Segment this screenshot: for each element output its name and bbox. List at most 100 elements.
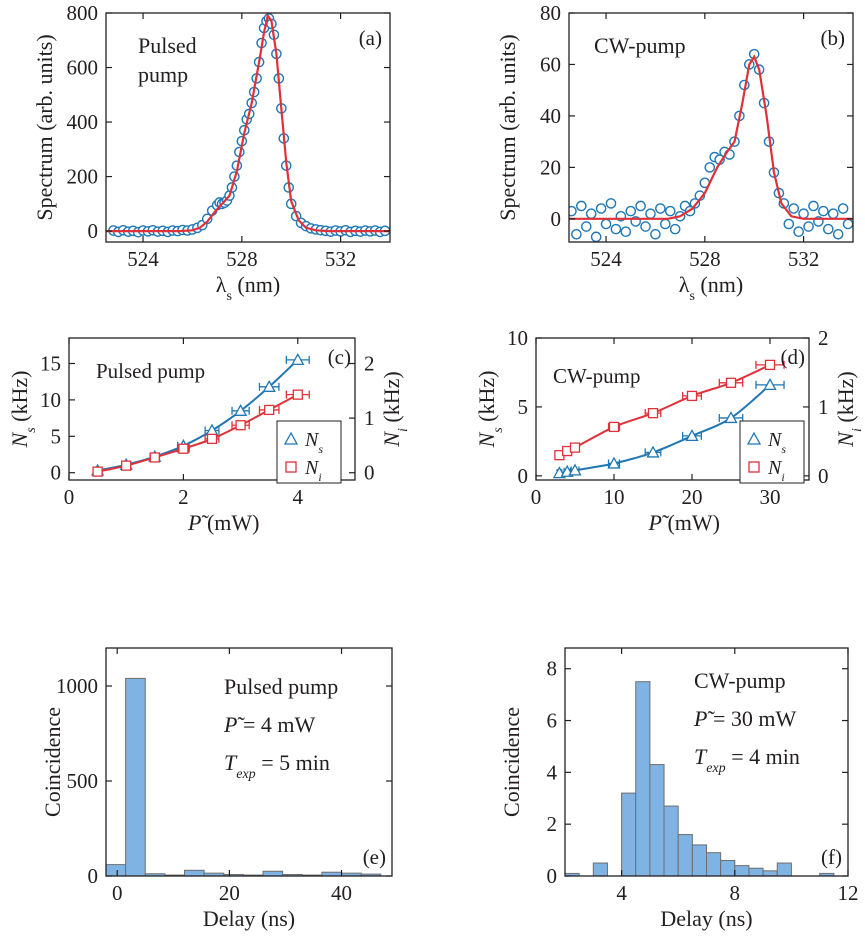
panel-b-data-point	[605, 198, 617, 209]
panel-c-marker-Ni	[292, 389, 303, 400]
panel-f-bar	[621, 792, 637, 876]
panel-b-ylabel: Spectrum (arb. units)	[495, 34, 520, 220]
panel-a-title-line1: Pulsed	[138, 33, 197, 58]
panel-e-ytick-label: 500	[67, 769, 99, 793]
panel-c-legend-marker	[283, 431, 299, 445]
panel-c-ytick-label: 15	[40, 351, 61, 375]
panel-f-bar	[819, 872, 835, 876]
panel-c-xtick-label: 2	[178, 485, 189, 509]
panel-c-y2label: Ni (kHz)	[379, 371, 411, 447]
panel-a-fit-line	[106, 13, 390, 233]
panel-f-annotation-title: CW-pump	[694, 668, 786, 693]
panel-d-marker-Ns	[724, 411, 738, 424]
panel-e-xtick-label: 0	[112, 881, 123, 905]
panel-e-xlabel: Delay (ns)	[203, 906, 295, 931]
panel-b-data-point	[669, 223, 681, 235]
panel-a-panel-label: (a)	[359, 26, 382, 50]
panel-b-xtick-label: 532	[788, 247, 820, 271]
panel-b-data-point	[704, 162, 716, 173]
panel-f-plot-area	[565, 681, 835, 876]
panel-b-data-point	[827, 208, 839, 219]
panel-c-marker-Ns	[262, 379, 276, 392]
panel-d-marker-Ni	[764, 359, 776, 371]
panel-e-xtick-label: 40	[331, 881, 352, 905]
panel-d-legend-marker	[746, 431, 762, 445]
panel-f-bar	[776, 862, 792, 876]
panel-d-ytick-label: 5	[518, 395, 529, 419]
panel-e-ytick-label: 0	[88, 864, 99, 888]
panel-d-xtick-label: 10	[604, 485, 625, 509]
panel-f-bar	[748, 867, 764, 876]
panel-b-ytick-label: 80	[540, 1, 561, 25]
panel-f-xtick-label: 8	[730, 881, 741, 905]
panel-d-y2tick-label: 0	[818, 464, 829, 488]
panel-c-legend-marker	[285, 461, 297, 473]
panel-d-ytick-label: 10	[507, 326, 528, 350]
panel-c-marker-Ni	[264, 404, 275, 416]
panel-e-bar	[125, 677, 146, 876]
panel-d-marker-Ni	[647, 407, 659, 419]
panel-f-ytick-label: 6	[547, 709, 558, 733]
panel-f-xlabel: Delay (ns)	[660, 906, 752, 931]
panel-c-frame	[68, 337, 356, 481]
panel-f-xtick-label: 12	[838, 881, 859, 905]
panel-d-legend-label: Ns	[767, 429, 786, 456]
panel-a-plot-area	[106, 13, 390, 238]
panel-d-fit-Ns	[559, 384, 771, 475]
panel-f-annotation-power: P̃ = 30 mW	[693, 706, 796, 731]
panel-b-data-point	[842, 218, 853, 230]
panel-b-data-point	[798, 208, 809, 219]
panel-d-marker-Ni	[569, 442, 581, 453]
panel-a-ylabel: Spectrum (arb. units)	[32, 34, 57, 220]
panel-d-xtick-label: 20	[682, 485, 703, 509]
panel-d-legend-label: Ni	[767, 457, 785, 484]
panel-f-ytick-label: 4	[547, 760, 558, 784]
panel-a-ytick-label: 200	[67, 165, 99, 189]
panel-b-data-point	[569, 205, 577, 217]
panel-f-bar	[720, 859, 736, 876]
panel-a-title-line2: pump	[138, 62, 188, 87]
panel-e-panel-label: (e)	[363, 845, 386, 869]
panel-d-marker-Ns	[607, 456, 621, 469]
panel-f-bar	[677, 834, 693, 876]
panel-b-xlabel: λs (nm)	[679, 272, 743, 304]
panel-b-ytick-label: 20	[540, 155, 561, 179]
panel-e-xtick-label: 20	[219, 881, 240, 905]
panel-d-xtick-label: 30	[760, 485, 781, 509]
panel-b-data-point	[590, 231, 602, 242]
panel-c-marker-Ns	[234, 403, 248, 416]
panel-b-data-point	[645, 208, 656, 219]
panel-b-data-point	[832, 228, 844, 240]
panel-b-data-point	[640, 221, 651, 232]
panel-f-xtick-label: 4	[616, 881, 627, 905]
panel-c-ytick-label: 0	[51, 461, 62, 485]
panel-c-xtick-label: 4	[293, 485, 304, 509]
panel-c-marker-Ni	[121, 460, 132, 471]
panel-d-marker-Ni	[608, 421, 620, 433]
panel-d-frame	[535, 337, 810, 481]
panel-d-y2tick-label: 1	[818, 395, 829, 419]
panel-b-data-point	[620, 226, 632, 238]
panel-d-title: CW-pump	[553, 364, 641, 388]
panel-b-data-point	[793, 226, 804, 238]
panel-d-marker-Ns	[568, 463, 582, 476]
panel-e-frame	[105, 647, 393, 877]
panel-d-y2label: Ni (kHz)	[833, 371, 865, 447]
panel-b-data-point	[788, 203, 800, 214]
panel-d-plot-area	[552, 359, 785, 479]
panel-b-data-point	[655, 203, 666, 214]
panel-b-data-point	[660, 218, 671, 230]
panel-d-marker-Ni	[725, 377, 737, 388]
panel-f-bar	[734, 865, 750, 876]
panel-b-data-point	[576, 200, 587, 212]
panel-f-ytick-label: 8	[547, 657, 558, 681]
panel-e-bar	[106, 864, 127, 876]
panel-b-plot-area	[569, 48, 853, 242]
panel-b-data-point	[650, 228, 661, 240]
panel-c-ylabel: Ns (kHz)	[7, 371, 39, 449]
panel-b-data-point	[823, 223, 834, 235]
panel-a-ytick-label: 0	[88, 219, 99, 243]
panel-c-marker-Ni	[178, 443, 189, 454]
panel-c-legend-label: Ni	[304, 457, 322, 484]
panel-b-data-point	[783, 218, 795, 230]
